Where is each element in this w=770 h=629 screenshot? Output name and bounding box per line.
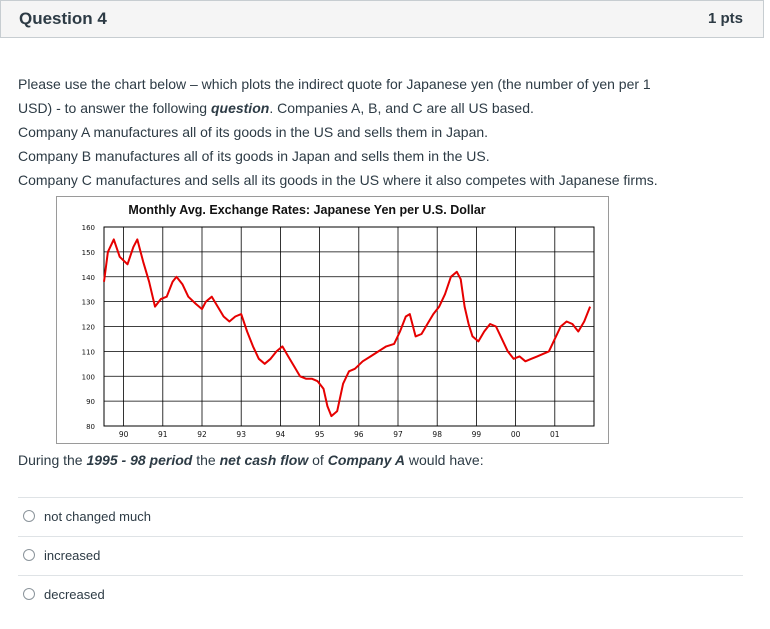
exchange-rate-chart: Monthly Avg. Exchange Rates: Japanese Ye… [56,196,609,444]
question-company: Company A [327,452,405,468]
x-tick-label: 93 [236,430,246,439]
x-tick-label: 95 [315,430,325,439]
y-tick-label: 160 [82,224,95,232]
prompt-line-company-b: Company B manufactures all of its goods … [18,148,490,164]
chart-series [103,238,592,418]
x-tick-label: 92 [197,430,207,439]
x-tick-label: 94 [276,430,286,439]
answer-label[interactable]: decreased [44,587,105,602]
question-text-post: would have: [405,452,484,468]
chart-svg: Monthly Avg. Exchange Rates: Japanese Ye… [82,203,595,439]
answer-label[interactable]: not changed much [44,509,151,524]
question-text: During the 1995 - 98 period the net cash… [18,452,484,468]
question-period: 1995 - 98 period [86,452,193,468]
y-tick-label: 110 [82,348,95,356]
answer-option-decreased[interactable]: decreased [18,575,743,615]
question-net-cash-flow: net cash flow [219,452,309,468]
prompt-emphasis-question: question [210,100,270,116]
x-tick-label: 99 [472,430,482,439]
x-tick-label: 96 [354,430,364,439]
question-points: 1 pts [707,10,743,27]
radio-button[interactable] [23,588,35,600]
x-tick-label: 98 [432,430,442,439]
chart-grid [103,226,595,427]
series-line-jpy-per-usd [103,238,592,418]
y-tick-label: 130 [82,299,95,307]
x-tick-label: 91 [158,430,168,439]
chart-title: Monthly Avg. Exchange Rates: Japanese Ye… [128,203,485,217]
x-tick-label: 97 [393,430,403,439]
chart-ticks: 160 150 140 130 120 110 100 90 80 90 91 92 93 94 95 96 9… [82,224,560,439]
x-tick-label: 00 [511,430,521,439]
y-tick-label: 120 [82,324,95,332]
prompt-line-company-c: Company C manufactures and sells all its… [18,172,658,188]
question-prompt: Please use the chart below – which plots… [18,72,748,192]
prompt-line-2-post: . Companies A, B, and C are all US based… [269,100,534,116]
question-text-mid1: the [192,452,220,468]
prompt-line-2: USD) - to answer the following question.… [18,96,748,120]
answer-list: not changed much increased decreased [18,497,743,615]
y-tick-label: 90 [86,398,95,406]
prompt-line-2-pre: USD) - to answer the following [18,100,211,116]
answer-label[interactable]: increased [44,548,101,563]
y-tick-label: 150 [82,249,95,257]
answer-option-increased[interactable]: increased [18,536,743,575]
question-title: Question 4 [19,9,107,28]
question-text-pre: During the [18,452,87,468]
x-tick-label: 01 [550,430,560,439]
prompt-line-1: Please use the chart below – which plots… [18,76,651,92]
question-header: Question 4 1 pts [0,0,764,38]
x-tick-label: 90 [119,430,129,439]
question-text-mid2: of [308,452,328,468]
radio-button[interactable] [23,549,35,561]
radio-button[interactable] [23,510,35,522]
y-tick-label: 100 [82,373,95,381]
answer-option-not-changed-much[interactable]: not changed much [18,497,743,536]
y-tick-label: 80 [86,423,95,431]
y-tick-label: 140 [82,274,95,282]
prompt-line-company-a: Company A manufactures all of its goods … [18,124,489,140]
